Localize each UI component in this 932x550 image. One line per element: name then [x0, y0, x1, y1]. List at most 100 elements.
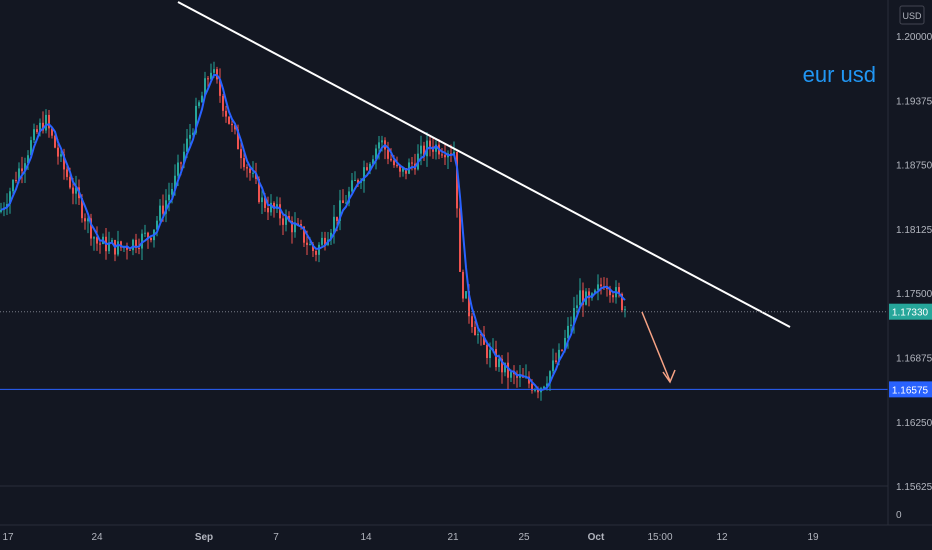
- candle-body: [204, 78, 206, 96]
- candle-body: [156, 220, 158, 230]
- candle-body: [543, 386, 545, 389]
- candle-body: [471, 316, 473, 327]
- time-axis[interactable]: 17 24 Sep 7 14 21 25 Oct 15:00 12 19: [0, 524, 932, 543]
- candle-body: [495, 349, 497, 368]
- currency-label: USD: [902, 11, 922, 21]
- candle-body: [498, 358, 500, 368]
- candle-body: [84, 218, 86, 222]
- candle-body: [330, 232, 332, 240]
- candle-body: [405, 168, 407, 174]
- candle-body: [402, 168, 404, 172]
- candle-body: [213, 69, 215, 73]
- candle-body: [99, 243, 101, 245]
- candle-body: [348, 191, 350, 203]
- candle-body: [33, 129, 35, 141]
- candle-body: [624, 309, 626, 311]
- eur-usd-annotation[interactable]: eur usd: [803, 62, 876, 87]
- candle-body: [198, 102, 200, 106]
- candle-body: [18, 168, 20, 182]
- candle-body: [420, 145, 422, 154]
- candle-body: [504, 362, 506, 373]
- candle-body: [93, 237, 95, 239]
- candle-body: [534, 389, 536, 391]
- candle-body: [462, 271, 464, 299]
- candle-body: [252, 172, 254, 174]
- candle-body: [189, 134, 191, 139]
- candle-body: [30, 140, 32, 156]
- candle-body: [621, 293, 623, 311]
- x-tick-label: 14: [360, 532, 372, 543]
- candle-body: [582, 290, 584, 305]
- candle-body: [150, 238, 152, 241]
- candle-body: [549, 371, 551, 384]
- candle-body: [567, 325, 569, 338]
- candle-body: [15, 180, 17, 182]
- candle-body: [36, 129, 38, 133]
- moving-average-line: [0, 73, 626, 392]
- candle-body: [177, 162, 179, 176]
- candle-body: [234, 125, 236, 130]
- candle-body: [351, 180, 353, 192]
- candle-body: [69, 176, 71, 188]
- x-tick-label: 21: [447, 532, 459, 543]
- candle-body: [411, 162, 413, 164]
- candle-body: [126, 246, 128, 250]
- candle-body: [342, 200, 344, 204]
- candle-body: [552, 360, 554, 372]
- candle-body: [147, 232, 149, 239]
- candle-body: [309, 244, 311, 246]
- candle-body: [246, 167, 248, 169]
- current-price-badge: 1.17330: [889, 303, 932, 320]
- price-axis[interactable]: USD 1.200001.193751.187501.181251.175001…: [887, 0, 932, 525]
- candle-body: [270, 202, 272, 213]
- candle-body: [54, 135, 56, 148]
- currency-button[interactable]: USD: [899, 5, 925, 25]
- candle-body: [42, 122, 44, 131]
- forecast-arrow[interactable]: [641, 311, 676, 384]
- candle-body: [441, 154, 443, 156]
- candle-body: [294, 223, 296, 233]
- candle-body: [372, 159, 374, 164]
- candle-body: [219, 79, 221, 96]
- candle-body: [264, 197, 266, 208]
- candle-body: [396, 165, 398, 167]
- x-tick-label: 12: [716, 532, 728, 543]
- candle-body: [456, 151, 458, 209]
- candle-body: [564, 337, 566, 351]
- candle-body: [483, 334, 485, 345]
- candle-body: [90, 218, 92, 239]
- candle-body: [501, 358, 503, 373]
- candle-body: [0, 209, 2, 212]
- candle-body: [129, 249, 131, 251]
- candle-body: [435, 144, 437, 152]
- candle-body: [429, 140, 431, 147]
- candle-body: [609, 288, 611, 296]
- candle-body: [282, 218, 284, 225]
- candle-body: [225, 110, 227, 117]
- descending-trendline[interactable]: [177, 1, 791, 328]
- x-tick-label: 25: [518, 532, 530, 543]
- y-tick-label: 1.16250: [896, 418, 932, 429]
- candle-body: [594, 290, 596, 294]
- candle-body: [48, 114, 50, 129]
- x-tick-label: 19: [807, 532, 819, 543]
- candle-body: [261, 197, 263, 203]
- candle-body: [120, 241, 122, 248]
- candle-body: [144, 232, 146, 234]
- x-tick-label: 17: [2, 532, 14, 543]
- candle-body: [612, 295, 614, 298]
- candle-body: [381, 140, 383, 143]
- candle-body: [66, 169, 68, 177]
- candle-body: [258, 178, 260, 203]
- candle-body: [393, 160, 395, 166]
- candle-body: [312, 244, 314, 251]
- x-tick-label: 15:00: [647, 532, 672, 543]
- current-price-label: 1.17330: [892, 308, 929, 319]
- candle-body: [138, 248, 140, 250]
- x-tick-label: 7: [273, 532, 279, 543]
- candle-body: [573, 308, 575, 325]
- candle-body: [141, 233, 143, 249]
- x-tick-label: 24: [91, 532, 103, 543]
- candle-body: [465, 291, 467, 299]
